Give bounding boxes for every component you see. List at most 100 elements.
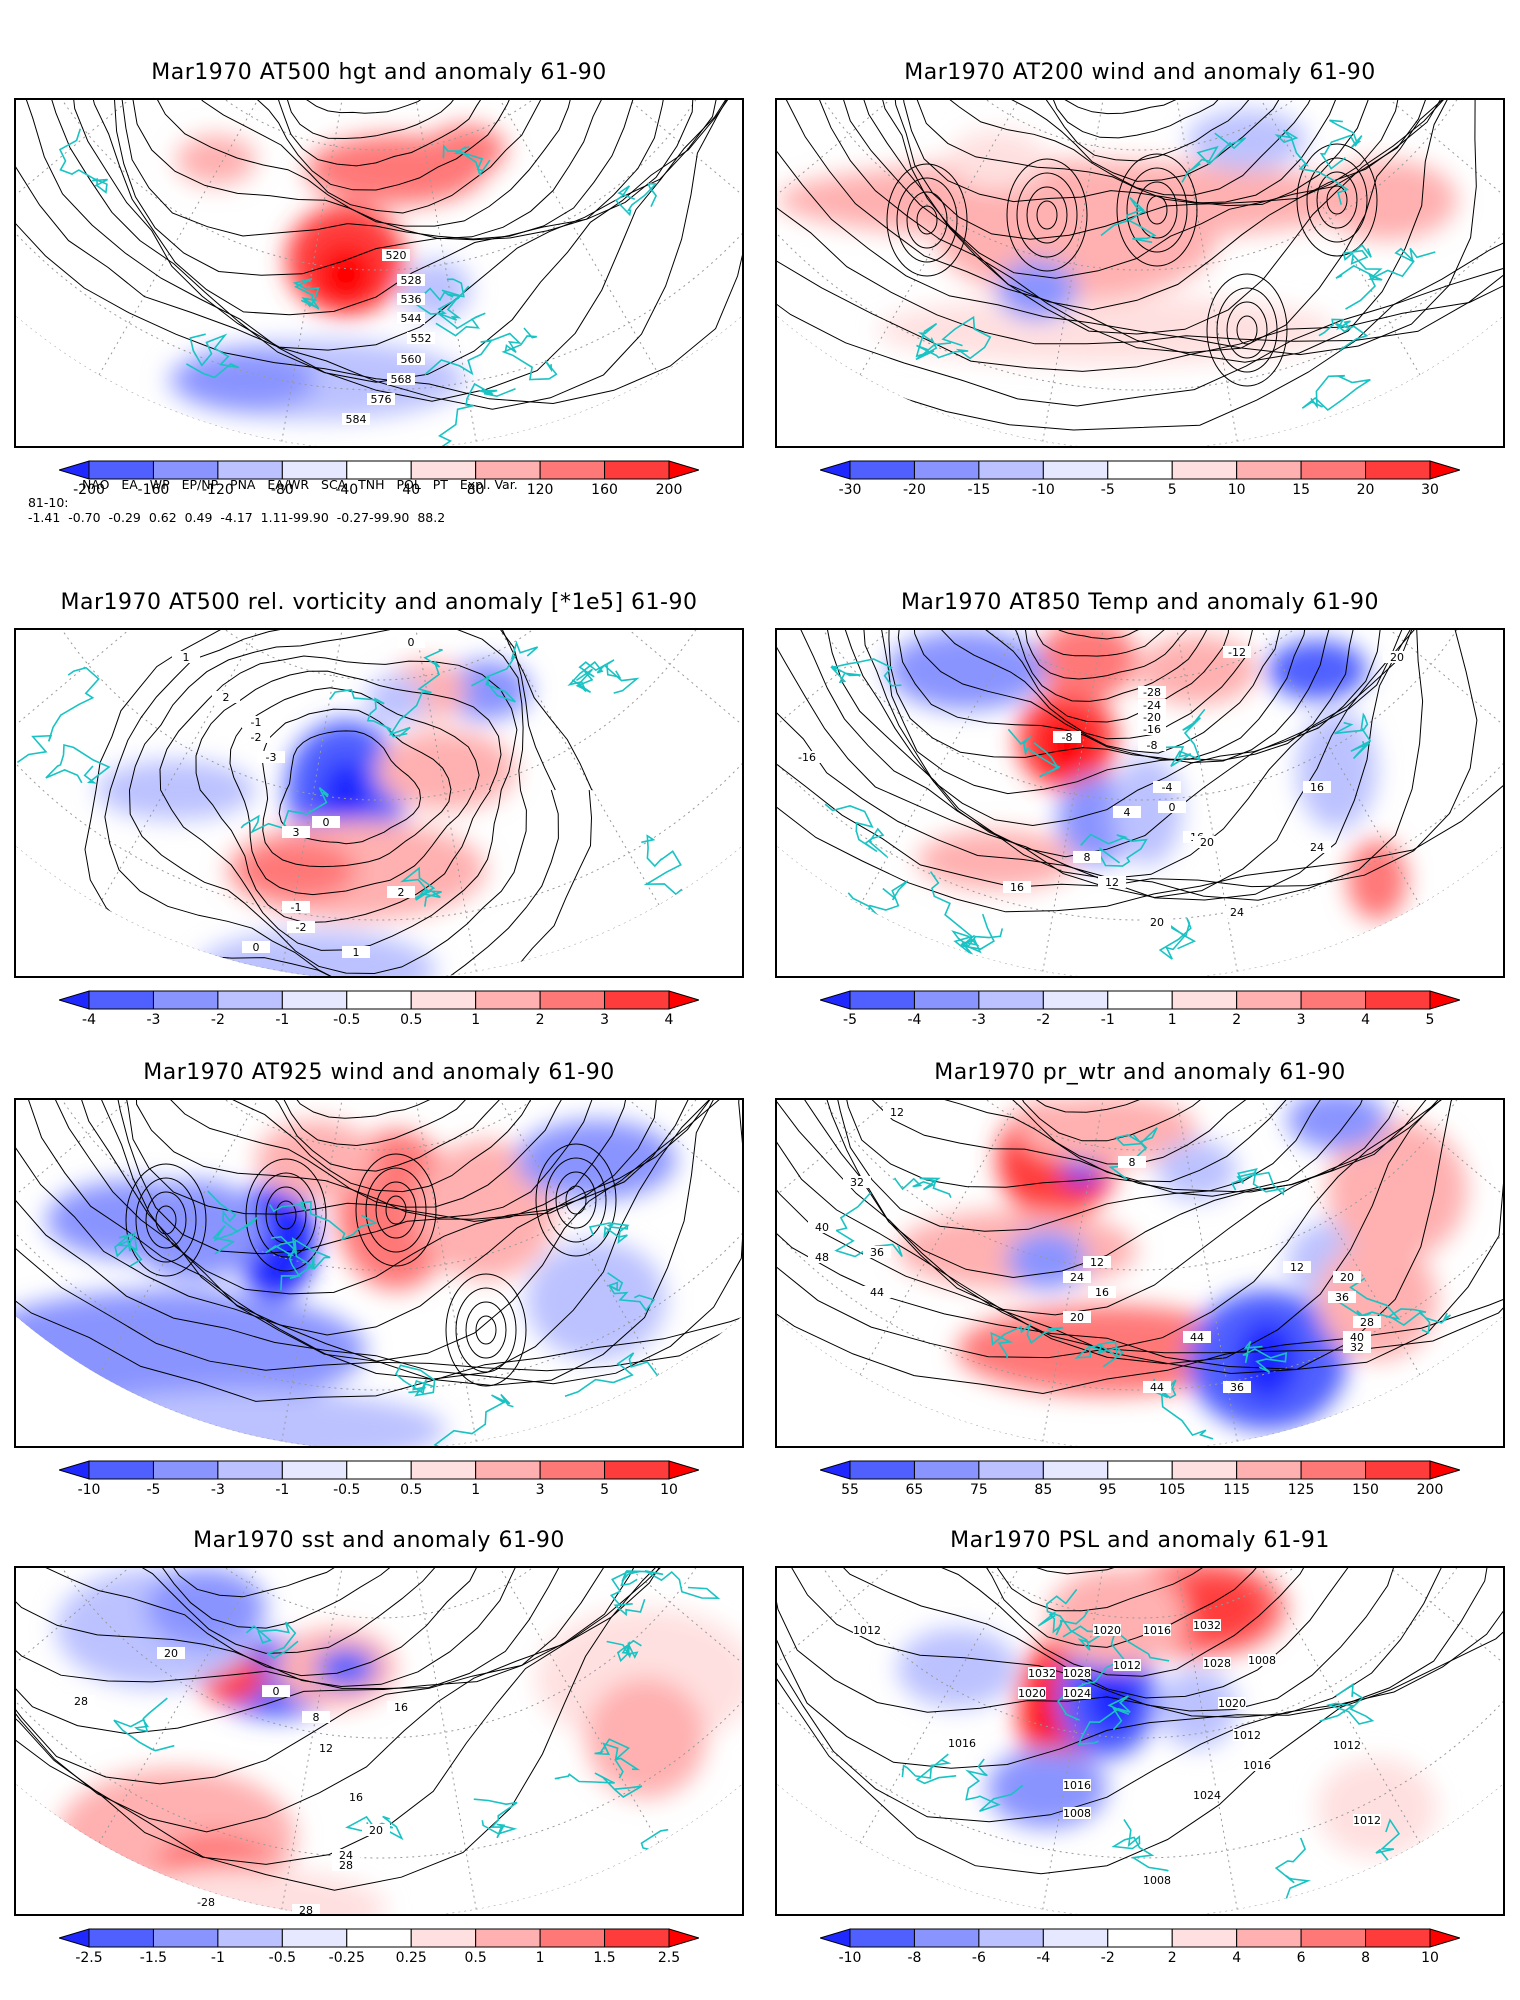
contour-label: 520 xyxy=(386,249,407,262)
colorbar-tick-label: 40 xyxy=(402,482,421,498)
contour-line xyxy=(16,1100,742,1385)
colorbar: -5 -4 -3 -2 -1 1 2 3 4 5 xyxy=(818,990,1462,1050)
streamline-vortex xyxy=(1226,301,1268,359)
contour-line xyxy=(16,1100,742,1386)
streamline-vortex xyxy=(1006,158,1088,272)
colorbar-swatch xyxy=(1107,1460,1173,1480)
colorbar-tick-label: 1 xyxy=(535,1950,545,1966)
coastline-segment xyxy=(614,182,658,217)
coastline-segment xyxy=(435,289,486,337)
contour-label-bg xyxy=(1113,1659,1141,1671)
panel-title: Mar1970 AT500 rel. vorticity and anomaly… xyxy=(60,590,698,615)
contour-label-bg xyxy=(362,1824,390,1836)
coastline-segment xyxy=(1319,1682,1375,1725)
streamline-vortex xyxy=(1126,167,1188,253)
contour-line xyxy=(777,100,1503,356)
colorbar-tick-label: -0.5 xyxy=(333,1012,361,1028)
contour-label: 1012 xyxy=(1353,1814,1381,1827)
anomaly-region xyxy=(1167,1573,1267,1643)
contour-label-bg xyxy=(1183,1331,1211,1343)
contour-labels: 0 1 2 -1 -2 -3 3 0 -1 -2 1 0 2 xyxy=(172,636,425,959)
map-frame xyxy=(14,1098,744,1448)
contour-line xyxy=(295,100,478,114)
contour-label-bg xyxy=(843,1176,871,1188)
coastline-segment xyxy=(403,1393,514,1446)
colorbar-swatch xyxy=(152,990,219,1010)
coastline-segment xyxy=(915,322,952,361)
contour-label: 12 xyxy=(1090,1256,1104,1269)
colorbar-tick-label: -3 xyxy=(146,1012,161,1028)
colorbar-swatch xyxy=(978,460,1044,480)
contour-line xyxy=(835,1100,1387,1197)
contour-line xyxy=(841,630,1406,858)
contour-label-bg xyxy=(1153,781,1181,793)
lat-lon-grid xyxy=(16,100,742,446)
colorbar-tick-label: 5 xyxy=(1167,482,1177,498)
colorbar-min-arrow xyxy=(818,990,851,1010)
anomaly-region xyxy=(1267,640,1367,700)
colorbar-max-arrow xyxy=(668,1928,701,1948)
contour-label: 20 xyxy=(1340,1271,1354,1284)
colorbar-swatch xyxy=(1236,990,1302,1010)
contour-label: 1008 xyxy=(1063,1807,1091,1820)
coastline-segment xyxy=(606,1639,642,1663)
contour-label-bg xyxy=(1333,1739,1361,1751)
contour-line xyxy=(195,670,502,924)
contour-line xyxy=(172,100,546,214)
colorbar-max-arrow xyxy=(668,990,701,1010)
colorbar-swatch xyxy=(1171,1928,1238,1948)
contour-line xyxy=(1002,100,1276,139)
coastline-segment xyxy=(1274,1837,1317,1908)
coastline-segment xyxy=(929,871,982,957)
contour-label-bg xyxy=(1018,1687,1046,1699)
colorbar-swatch xyxy=(475,1928,541,1948)
map-frame: 0 1 2 -1 -2 -3 3 0 -1 -2 1 0 2 xyxy=(14,628,744,978)
contour-line xyxy=(84,630,593,976)
coastline-segment xyxy=(394,1364,436,1397)
contour-label-bg xyxy=(1138,699,1166,711)
map-panel-1: Mar1970 AT500 hgt and anomaly 61-90 520 52… xyxy=(14,60,744,532)
contour-label-bg xyxy=(1138,711,1166,723)
coastline-segment xyxy=(1077,1695,1131,1745)
contour-label-bg xyxy=(312,816,340,828)
contour-label-bg xyxy=(287,921,315,933)
contour-line xyxy=(900,100,1382,207)
anomaly-region xyxy=(1017,1100,1197,1165)
contour-label: 36 xyxy=(1230,1381,1244,1394)
coastline-segment xyxy=(894,1177,952,1199)
colorbar-tick-label: -30 xyxy=(838,482,862,498)
anomaly-region xyxy=(106,1868,386,1914)
contour-label-bg xyxy=(397,312,425,324)
contour-label: 36 xyxy=(870,1246,884,1259)
colorbar-tick-label: 3 xyxy=(535,1482,545,1498)
streamline-vortex xyxy=(365,1167,427,1253)
contour-label: 0 xyxy=(408,636,415,649)
contour-label: 12 xyxy=(890,1106,904,1119)
contour-label-bg xyxy=(853,1624,881,1636)
contour-line xyxy=(777,100,1503,407)
contour-label: 44 xyxy=(870,1286,884,1299)
streamline-vortex xyxy=(1316,171,1358,229)
contour-line xyxy=(929,630,1255,740)
colorbar-swatch xyxy=(1365,990,1431,1010)
coastline-segment xyxy=(207,1190,258,1255)
contour-line xyxy=(201,1100,537,1172)
contour-label-bg xyxy=(1218,1697,1246,1709)
contour-label: -3 xyxy=(266,751,277,764)
anomaly-region xyxy=(176,135,256,185)
anomaly-region xyxy=(321,760,371,830)
coastlines xyxy=(915,119,1436,412)
contour-line xyxy=(972,100,1288,162)
contour-label-bg xyxy=(242,941,270,953)
contour-line xyxy=(229,687,480,896)
contour-label: 552 xyxy=(411,332,432,345)
colorbar-tick-label: 120 xyxy=(526,482,554,498)
colorbar-tick-label: -2 xyxy=(1036,1012,1051,1028)
coastlines xyxy=(901,1588,1429,1908)
anomaly-region xyxy=(441,660,531,720)
coastline-segment xyxy=(114,1231,143,1267)
coastline-segment xyxy=(1074,1340,1124,1368)
colorbar-tick-label: 0.25 xyxy=(395,1950,427,1966)
anomaly-region xyxy=(1157,1140,1237,1200)
colorbar-swatch xyxy=(281,1460,348,1480)
